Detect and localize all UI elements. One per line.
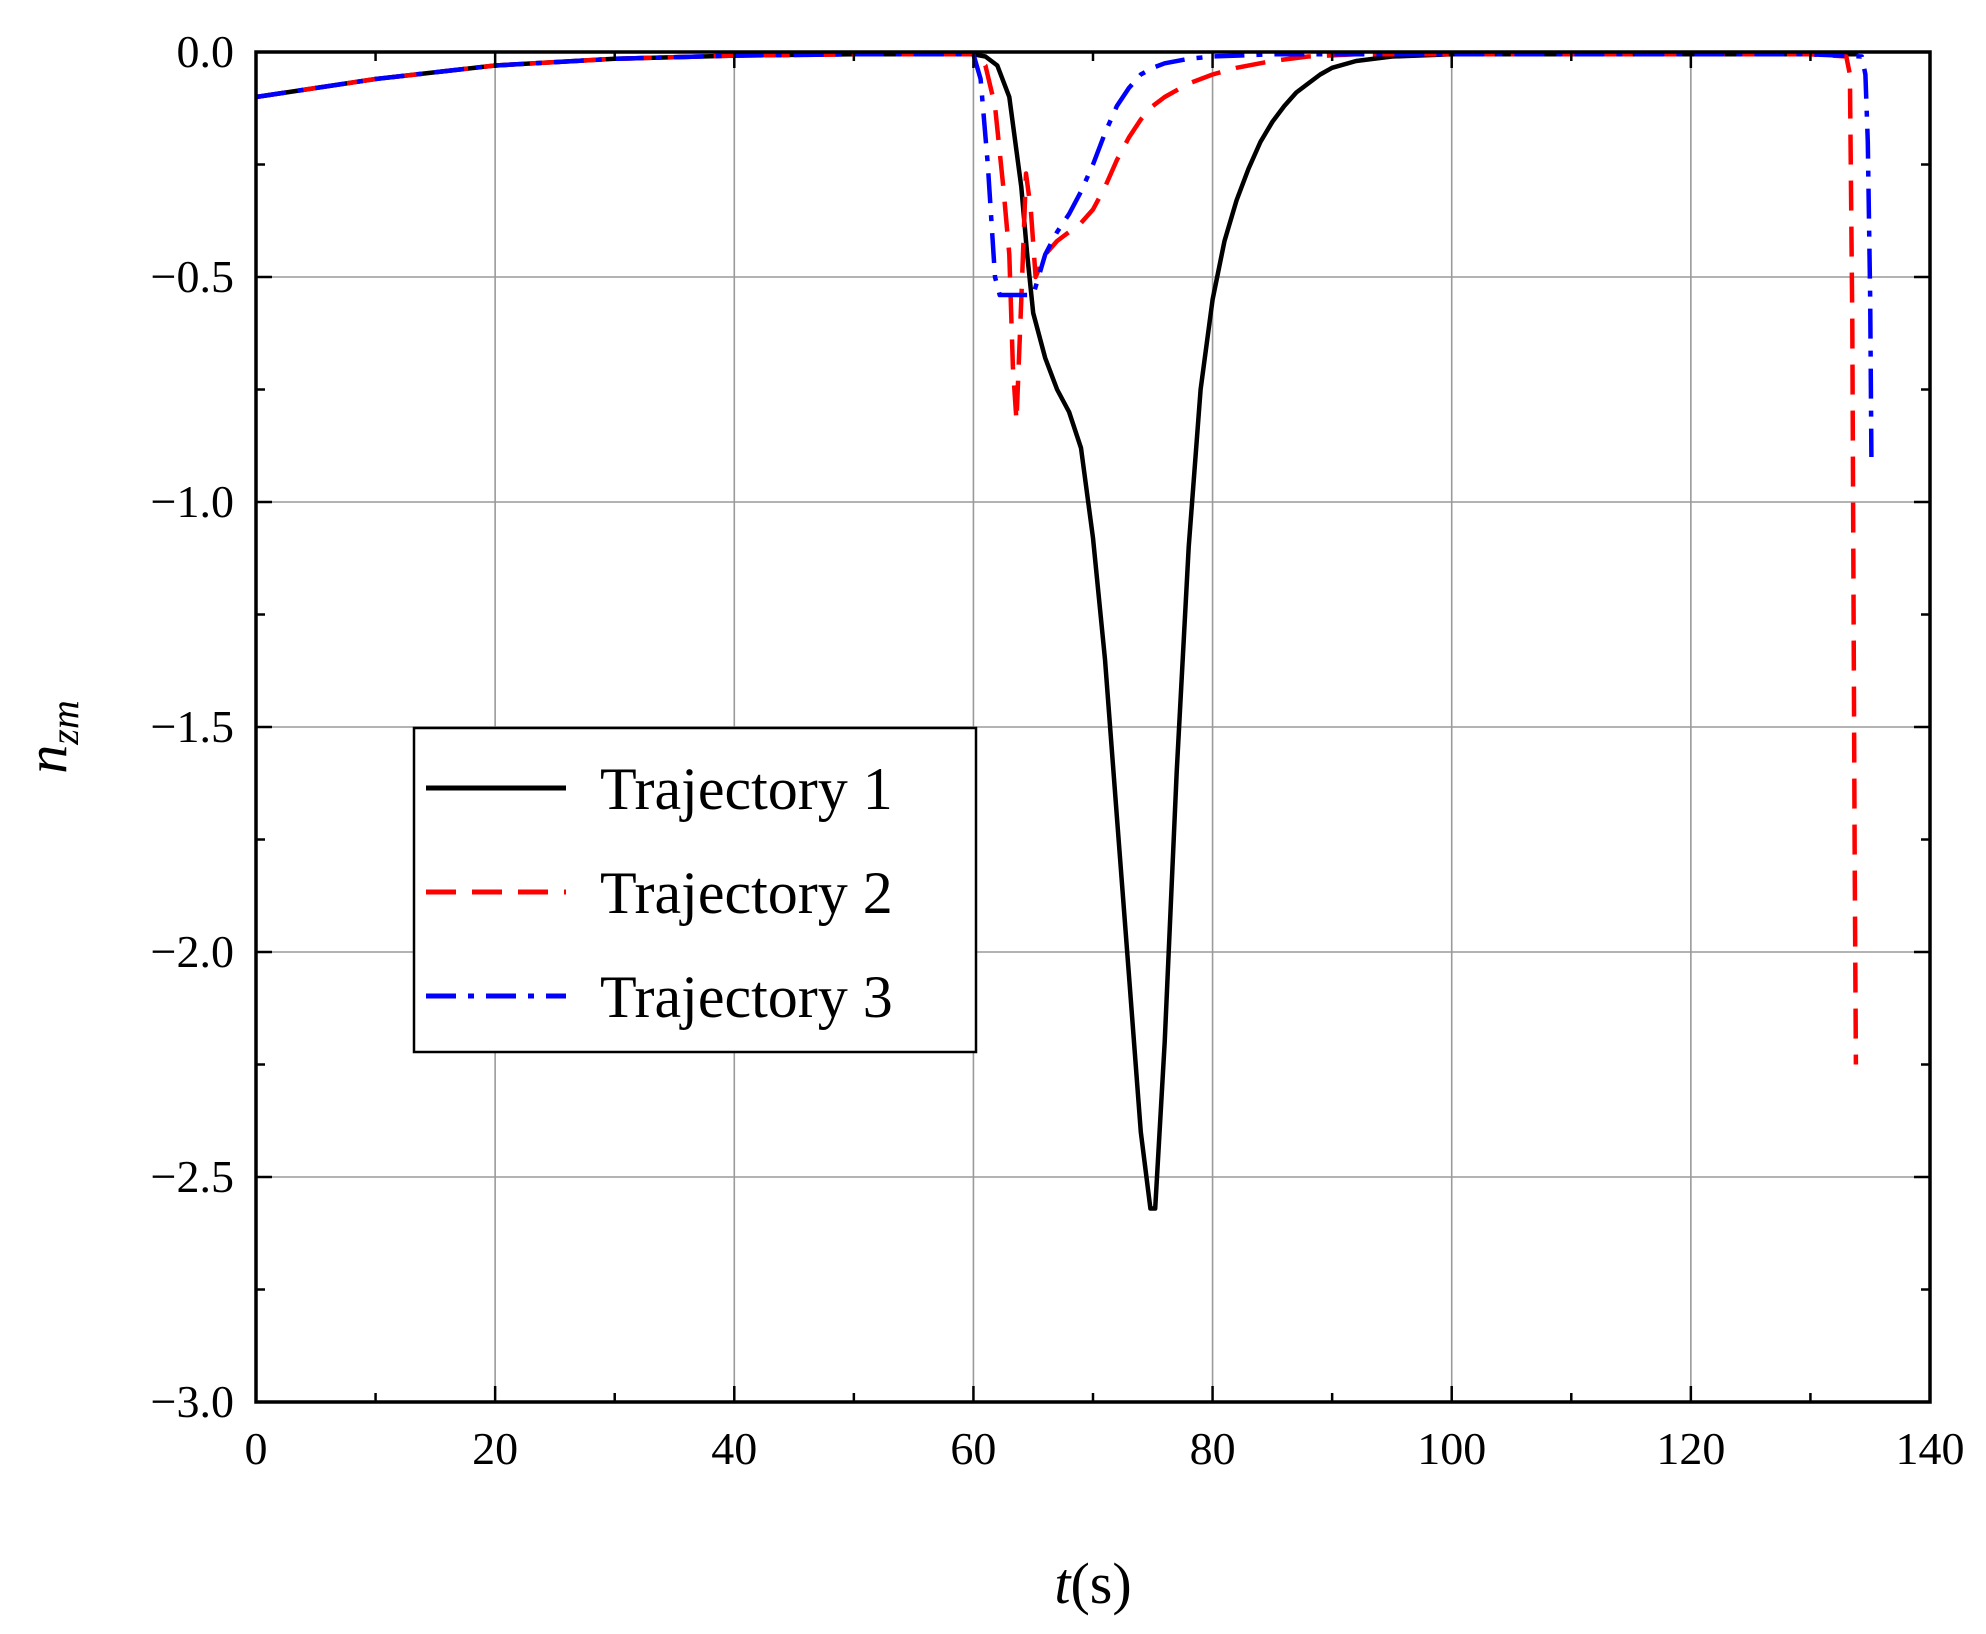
y-axis-title-subscript: zm	[42, 700, 87, 745]
x-tick-label: 60	[950, 1423, 996, 1474]
y-tick-label: −2.0	[151, 926, 234, 977]
legend-label: Trajectory 1	[600, 756, 893, 822]
y-tick-label: 0.0	[177, 26, 235, 77]
x-axis-title: t(s)	[1054, 1551, 1131, 1616]
x-tick-label: 140	[1896, 1423, 1965, 1474]
y-tick-label: −2.5	[151, 1151, 234, 1202]
x-tick-label: 40	[711, 1423, 757, 1474]
x-axis-title-unit: (s)	[1070, 1551, 1131, 1616]
axis-ticks	[254, 50, 1932, 1404]
legend: Trajectory 1 Trajectory 2 Trajectory 3	[412, 726, 978, 1054]
y-axis-title-main: n	[14, 745, 79, 774]
y-tick-label: −1.5	[151, 701, 234, 752]
x-axis-title-variable: t	[1054, 1551, 1072, 1616]
x-tick-label: 0	[245, 1423, 268, 1474]
x-tick-label: 20	[472, 1423, 518, 1474]
y-tick-label: −3.0	[151, 1376, 234, 1427]
series-line-trajectory-1	[255, 52, 1859, 1211]
y-axis-title: nzm	[14, 700, 87, 773]
y-tick-label: −1.0	[151, 476, 234, 527]
x-tick-label: 120	[1656, 1423, 1725, 1474]
x-tick-label: 100	[1417, 1423, 1486, 1474]
legend-label: Trajectory 2	[600, 860, 893, 926]
x-tick-label: 80	[1190, 1423, 1236, 1474]
legend-label: Trajectory 3	[600, 964, 893, 1030]
series-line-trajectory-3	[255, 52, 1874, 458]
y-tick-label: −0.5	[151, 251, 234, 302]
tick-labels: 0 20 40 60 80 100 120 140 0.0 −0.5 −1.0 −1.5 −2.0 −2.…	[151, 26, 1965, 1474]
